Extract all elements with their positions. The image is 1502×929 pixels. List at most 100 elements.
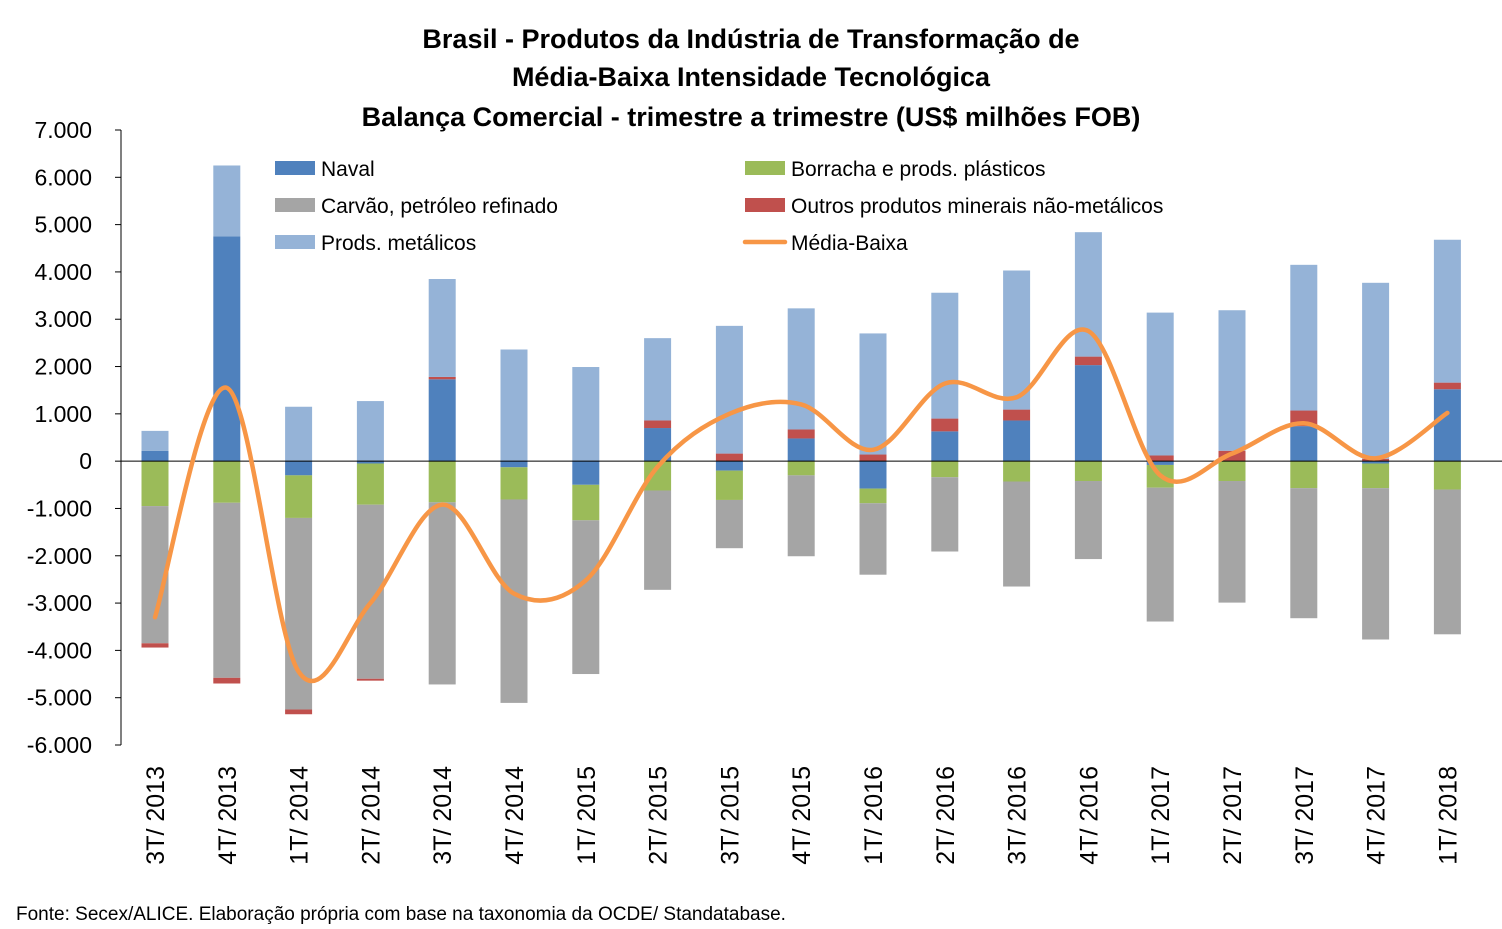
bar-outros-produtos-minerais-nao-metalicos-2t-2014 xyxy=(356,678,384,681)
y-tick-label: -2.000 xyxy=(27,543,92,569)
bar-borracha-e-prods-plasticos-4t-2013 xyxy=(213,461,241,503)
bar-naval-3t-2017 xyxy=(1290,426,1318,462)
chart-title: Brasil - Produtos da Indústria de Transf… xyxy=(362,24,1141,132)
bar-prods-metalicos-2t-2014 xyxy=(356,401,384,462)
bar-outros-produtos-minerais-nao-metalicos-3t-2015 xyxy=(715,453,743,462)
bar-borracha-e-prods-plasticos-2t-2014 xyxy=(356,463,384,505)
legend-label: Prods. metálicos xyxy=(321,232,476,255)
bar-outros-produtos-minerais-nao-metalicos-1t-2017 xyxy=(1146,455,1174,462)
bar-prods-metalicos-4t-2017 xyxy=(1362,282,1390,459)
bar-carvao-petroleo-refinado-3t-2014 xyxy=(428,502,456,685)
bar-prods-metalicos-4t-2016 xyxy=(1074,232,1102,357)
x-tick-label: 1T/ 2018 xyxy=(1434,766,1462,865)
bar-naval-2t-2014 xyxy=(356,461,384,464)
bar-naval-1t-2017 xyxy=(1146,461,1174,465)
legend-swatch-prods-metalicos xyxy=(275,235,315,249)
y-axis: 7.000 6.000 5.000 4.000 3.000 2.000 1.000 0 -1.0… xyxy=(27,117,122,758)
bar-prods-metalicos-1t-2015 xyxy=(572,367,600,462)
y-tick-label: -5.000 xyxy=(27,685,92,711)
bar-prods-metalicos-2t-2016 xyxy=(931,292,959,419)
bar-prods-metalicos-3t-2014 xyxy=(428,279,456,377)
bar-naval-2t-2016 xyxy=(931,431,959,462)
legend-label: Carvão, petróleo refinado xyxy=(321,195,558,218)
bar-borracha-e-prods-plasticos-3t-2013 xyxy=(141,461,169,507)
legend-label: Média-Baixa xyxy=(791,232,908,255)
bar-prods-metalicos-2t-2015 xyxy=(644,338,672,421)
bar-carvao-petroleo-refinado-4t-2014 xyxy=(500,499,528,703)
x-tick-label: 2T/ 2016 xyxy=(932,766,960,865)
bar-prods-metalicos-1t-2018 xyxy=(1433,239,1461,383)
bar-outros-produtos-minerais-nao-metalicos-1t-2016 xyxy=(859,454,887,462)
bars xyxy=(141,165,1461,715)
x-tick-label: 4T/ 2013 xyxy=(214,766,242,865)
bar-outros-produtos-minerais-nao-metalicos-3t-2016 xyxy=(1003,409,1031,421)
bar-prods-metalicos-3t-2017 xyxy=(1290,264,1318,411)
x-tick-label: 1T/ 2017 xyxy=(1147,766,1175,865)
bar-prods-metalicos-1t-2016 xyxy=(859,333,887,455)
bar-borracha-e-prods-plasticos-2t-2017 xyxy=(1218,461,1246,482)
bar-prods-metalicos-3t-2015 xyxy=(715,325,743,454)
bar-borracha-e-prods-plasticos-3t-2015 xyxy=(715,470,743,500)
bar-naval-1t-2016 xyxy=(859,461,887,489)
bar-naval-3t-2015 xyxy=(715,461,743,471)
bar-outros-produtos-minerais-nao-metalicos-1t-2018 xyxy=(1433,382,1461,390)
y-tick-label: 2.000 xyxy=(34,354,92,380)
bar-naval-3t-2016 xyxy=(1003,420,1031,462)
y-tick-label: 7.000 xyxy=(34,117,92,143)
bar-borracha-e-prods-plasticos-3t-2014 xyxy=(428,461,456,503)
y-tick-label: -6.000 xyxy=(27,732,92,758)
bar-outros-produtos-minerais-nao-metalicos-4t-2016 xyxy=(1074,356,1102,366)
legend-label: Naval xyxy=(321,158,375,181)
x-tick-label: 4T/ 2017 xyxy=(1363,766,1391,865)
legend-swatch-outros-produtos-minerais-nao-metalicos xyxy=(745,198,785,212)
bar-prods-metalicos-4t-2013 xyxy=(213,165,241,237)
bar-borracha-e-prods-plasticos-1t-2018 xyxy=(1433,461,1461,490)
x-tick-label: 1T/ 2015 xyxy=(573,766,601,865)
bar-outros-produtos-minerais-nao-metalicos-1t-2014 xyxy=(285,709,313,715)
bar-carvao-petroleo-refinado-4t-2015 xyxy=(787,475,815,557)
bar-outros-produtos-minerais-nao-metalicos-3t-2013 xyxy=(141,643,169,648)
bar-carvao-petroleo-refinado-2t-2016 xyxy=(931,477,959,552)
y-tick-label: 6.000 xyxy=(34,164,92,190)
x-tick-label: 3T/ 2015 xyxy=(716,766,744,865)
bar-naval-1t-2018 xyxy=(1433,389,1461,462)
bar-naval-3t-2014 xyxy=(428,379,456,462)
bar-prods-metalicos-4t-2015 xyxy=(787,308,815,430)
bar-carvao-petroleo-refinado-1t-2017 xyxy=(1146,487,1174,622)
bar-carvao-petroleo-refinado-1t-2016 xyxy=(859,503,887,575)
bar-prods-metalicos-3t-2016 xyxy=(1003,270,1031,410)
bar-borracha-e-prods-plasticos-3t-2016 xyxy=(1003,461,1031,482)
y-tick-label: -3.000 xyxy=(27,590,92,616)
legend-swatch-naval xyxy=(275,161,315,175)
bar-carvao-petroleo-refinado-3t-2017 xyxy=(1290,488,1318,619)
bar-carvao-petroleo-refinado-3t-2015 xyxy=(715,499,743,549)
line-media-baixa xyxy=(152,327,1450,684)
bar-carvao-petroleo-refinado-1t-2015 xyxy=(572,520,600,675)
bar-borracha-e-prods-plasticos-4t-2017 xyxy=(1362,463,1390,489)
bar-naval-4t-2017 xyxy=(1362,461,1390,464)
y-tick-label: -1.000 xyxy=(27,495,92,521)
x-tick-label: 2T/ 2017 xyxy=(1219,766,1247,865)
bar-carvao-petroleo-refinado-4t-2013 xyxy=(213,502,241,678)
y-tick-label: 4.000 xyxy=(34,259,92,285)
bar-prods-metalicos-2t-2017 xyxy=(1218,310,1246,451)
bar-outros-produtos-minerais-nao-metalicos-2t-2016 xyxy=(931,418,959,432)
bar-outros-produtos-minerais-nao-metalicos-2t-2015 xyxy=(644,420,672,429)
x-axis: 3T/ 2013 4T/ 2013 1T/ 2014 2T/ 2014 3T/ 2014… xyxy=(121,460,1502,865)
chart-title-line-1: Brasil - Produtos da Indústria de Transf… xyxy=(422,24,1079,54)
legend-swatch-borracha-e-prods-plasticos xyxy=(745,161,785,175)
bar-carvao-petroleo-refinado-4t-2017 xyxy=(1362,488,1390,640)
bar-borracha-e-prods-plasticos-1t-2014 xyxy=(285,475,313,518)
bar-carvao-petroleo-refinado-1t-2014 xyxy=(285,517,313,710)
y-tick-label: 1.000 xyxy=(34,401,92,427)
bar-prods-metalicos-3t-2013 xyxy=(141,430,169,451)
x-tick-label: 2T/ 2015 xyxy=(645,766,673,865)
bar-prods-metalicos-1t-2014 xyxy=(285,406,313,462)
bar-prods-metalicos-1t-2017 xyxy=(1146,312,1174,456)
y-tick-label: 3.000 xyxy=(34,306,92,332)
bar-outros-produtos-minerais-nao-metalicos-4t-2013 xyxy=(213,677,241,684)
bar-outros-produtos-minerais-nao-metalicos-4t-2015 xyxy=(787,429,815,439)
bar-carvao-petroleo-refinado-2t-2015 xyxy=(644,490,672,590)
bar-naval-4t-2015 xyxy=(787,438,815,462)
